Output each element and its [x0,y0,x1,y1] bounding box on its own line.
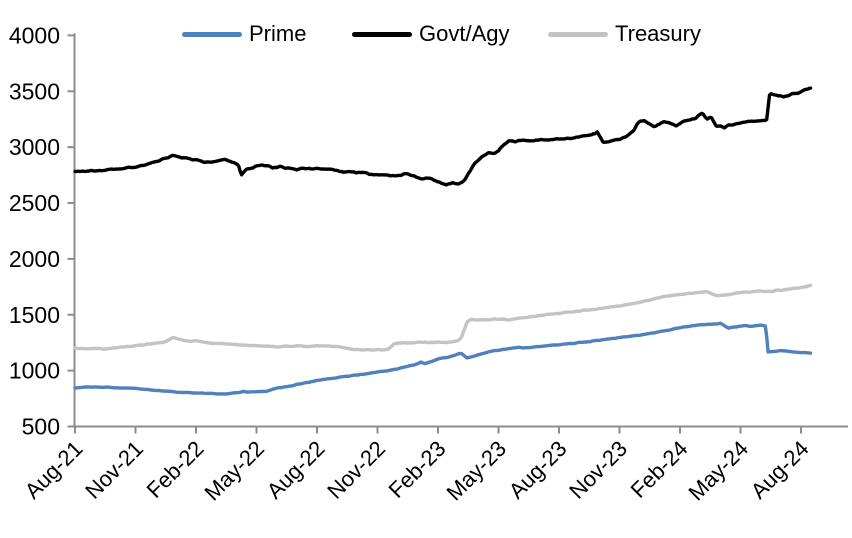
y-tick-label: 3000 [9,134,60,160]
legend-item-treasury: Treasury [548,22,701,46]
legend-line-sample-treasury [548,31,608,37]
y-tick-label: 1500 [9,302,60,328]
x-tick-label: Aug-24 [746,436,814,504]
series-line-govt-agy [73,86,813,187]
x-tick-label: Feb-23 [384,436,451,503]
x-tick-label: Nov-22 [322,436,390,504]
x-tick-label: May-23 [441,436,511,506]
legend-item-govt-agy: Govt/Agy [352,22,509,46]
y-tick-label: 3500 [9,78,60,104]
series-line-treasury [73,283,813,352]
y-tick-label: 1000 [9,358,60,384]
x-tick-label: Aug-21 [20,436,88,504]
y-tick-label: 2000 [9,246,60,272]
x-tick-label: Feb-22 [142,436,209,503]
y-tick-label: 4000 [9,22,60,48]
x-tick-label: Nov-21 [80,436,148,504]
legend-line-sample-prime [182,31,242,37]
x-tick-label: May-22 [199,436,269,506]
legend-label-govt-agy: Govt/Agy [419,21,510,46]
x-tick-label: Nov-23 [564,436,632,504]
x-tick-label: Aug-23 [504,436,572,504]
series-line-prime [73,321,813,396]
x-tick-label: May-24 [683,436,753,506]
y-tick-label: 500 [22,414,60,440]
y-tick-label: 2500 [9,190,60,216]
legend-label-prime: Prime [249,21,307,46]
x-tick-label: Feb-24 [626,436,693,503]
legend-line-sample-govt-agy [352,31,412,37]
chart-legend: Prime Govt/Agy Treasury [0,22,852,46]
legend-item-prime: Prime [182,22,306,46]
legend-label-treasury: Treasury [615,21,701,46]
x-tick-label: Aug-22 [262,436,330,504]
